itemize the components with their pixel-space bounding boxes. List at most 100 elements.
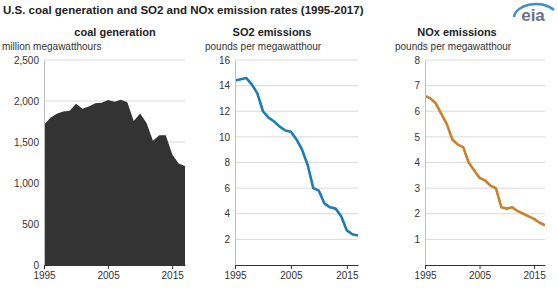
panel-title: SO2 emissions <box>233 26 312 38</box>
y-tick: 4 <box>414 157 425 168</box>
x-tick-mark <box>480 265 481 269</box>
x-tick-mark <box>44 265 45 269</box>
x-tick: 2005 <box>97 265 120 281</box>
grid-line <box>235 162 358 163</box>
y-tick: 5 <box>414 132 425 143</box>
grid-line <box>235 136 358 137</box>
logo-text: eia <box>521 6 545 25</box>
y-tick: 2 <box>414 208 425 219</box>
x-tick-label: 2015 <box>336 270 359 281</box>
x-tick-mark <box>108 265 109 269</box>
x-tick: 1995 <box>33 265 56 281</box>
y-tick-label: 14 <box>219 80 231 91</box>
y-tick: 7 <box>414 80 425 91</box>
y-axis-line <box>44 61 45 266</box>
x-tick-label: 1995 <box>33 270 56 281</box>
grid-line <box>425 213 545 214</box>
grid-line <box>235 239 358 240</box>
y-axis-line <box>235 61 236 266</box>
plot-area <box>425 96 545 225</box>
axis-title: pounds per megawatthour <box>395 41 512 52</box>
chart-svg: U.S. coal generation and SO2 and NOx emi… <box>0 0 558 288</box>
grid <box>235 60 358 239</box>
y-tick-label: 4 <box>414 157 420 168</box>
y-tick: 2,000 <box>14 96 44 107</box>
y-tick: 2 <box>224 234 235 245</box>
y-tick: 1,000 <box>14 178 44 189</box>
panel-title: coal generation <box>74 26 156 38</box>
x-tick-mark <box>425 265 426 269</box>
axis-title: million megawatthours <box>2 41 102 52</box>
x-axis-line <box>426 265 546 266</box>
y-tick-label: 2 <box>414 208 420 219</box>
plot-area <box>235 78 358 236</box>
y-tick-label: 1 <box>414 234 420 245</box>
y-tick: 1 <box>414 234 425 245</box>
grid-line <box>425 239 545 240</box>
grid-line <box>425 111 545 112</box>
y-tick: 1,500 <box>14 137 44 148</box>
y-tick: 10 <box>219 132 235 143</box>
y-tick: 14 <box>219 80 235 91</box>
y-tick-label: 5 <box>414 132 420 143</box>
y-tick: 12 <box>219 106 235 117</box>
y-tick: 8 <box>414 55 425 66</box>
y-tick-label: 4 <box>224 208 230 219</box>
x-tick-mark <box>347 265 348 269</box>
y-tick-label: 10 <box>219 132 231 143</box>
grid-line <box>44 60 185 61</box>
y-tick: 0 <box>33 260 44 271</box>
logo: eia <box>514 4 554 25</box>
grid <box>425 60 545 239</box>
y-tick: 2,500 <box>14 55 44 66</box>
axis-title: pounds per megawatthour <box>205 41 322 52</box>
panel: coal generation million megawatthours 0 500… <box>2 26 186 281</box>
y-axis: 2 4 6 8 10 12 14 16 <box>219 55 236 266</box>
y-tick: 16 <box>219 55 235 66</box>
y-tick-label: 7 <box>414 80 420 91</box>
y-tick-label: 1,500 <box>14 137 39 148</box>
x-axis-line <box>236 265 359 266</box>
y-tick-label: 6 <box>224 183 230 194</box>
x-tick: 2015 <box>523 265 546 281</box>
grid-line <box>44 101 185 102</box>
y-tick-label: 16 <box>219 55 231 66</box>
grid-line <box>235 188 358 189</box>
x-tick: 1995 <box>224 265 247 281</box>
y-axis: 12345678 <box>414 55 425 266</box>
y-tick-label: 0 <box>33 260 39 271</box>
y-tick: 4 <box>224 208 235 219</box>
main-title: U.S. coal generation and SO2 and NOx emi… <box>3 4 364 16</box>
y-tick-label: 500 <box>22 219 39 230</box>
grid-line <box>425 136 545 137</box>
y-tick-label: 8 <box>414 55 420 66</box>
y-tick-label: 8 <box>224 157 230 168</box>
y-axis-line <box>425 61 426 266</box>
x-tick-mark <box>235 265 236 269</box>
y-tick-label: 1,000 <box>14 178 39 189</box>
y-tick: 6 <box>224 183 235 194</box>
y-tick-label: 2,500 <box>14 55 39 66</box>
grid-line <box>425 85 545 86</box>
x-tick: 1995 <box>414 265 437 281</box>
x-tick-label: 2005 <box>97 270 120 281</box>
grid <box>44 60 185 265</box>
y-tick-label: 2,000 <box>14 96 39 107</box>
grid-line <box>425 60 545 61</box>
y-axis: 0 500 1,000 1,500 2,000 2,500 <box>14 55 45 271</box>
y-tick: 500 <box>22 219 44 230</box>
x-tick-mark <box>291 265 292 269</box>
grid-line <box>425 188 545 189</box>
x-tick-label: 2015 <box>523 270 546 281</box>
x-tick-label: 1995 <box>414 270 437 281</box>
line <box>425 96 545 225</box>
grid-line <box>235 111 358 112</box>
panel: NOx emissionspounds per megawatthour1234… <box>395 26 546 281</box>
x-tick-mark <box>534 265 535 269</box>
x-tick: 2005 <box>469 265 492 281</box>
chart-root: U.S. coal generation and SO2 and NOx emi… <box>0 0 558 288</box>
x-tick: 2015 <box>336 265 359 281</box>
x-tick: 2015 <box>162 265 185 281</box>
y-tick-label: 2 <box>224 234 230 245</box>
plot-area <box>44 100 185 265</box>
